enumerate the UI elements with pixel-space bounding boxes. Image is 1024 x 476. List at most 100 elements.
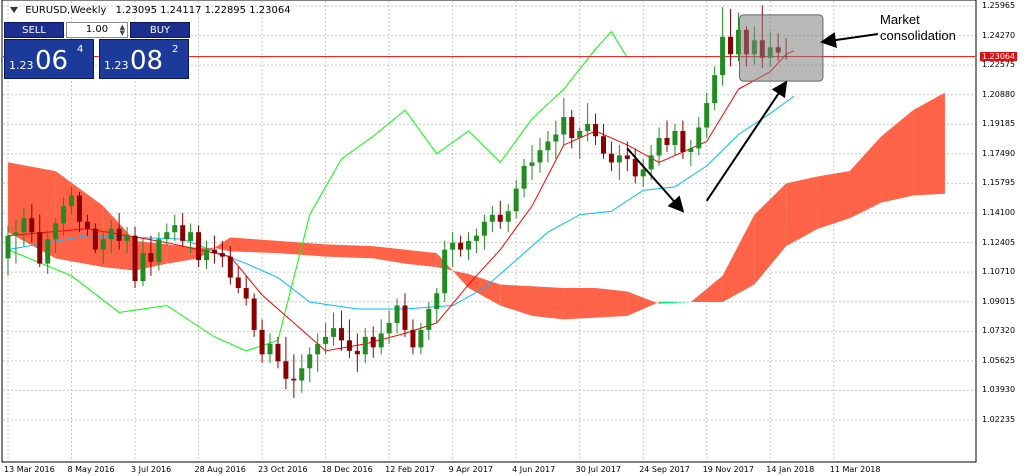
x-tick-label: 30 Jul 2017 xyxy=(575,465,621,474)
candle-body xyxy=(394,305,400,323)
ask-price-button[interactable]: 1.23 08 2 xyxy=(99,39,189,79)
candle-body xyxy=(275,343,281,362)
bid-price-button[interactable]: 1.23 06 4 xyxy=(4,39,94,79)
y-tick-label: 1.17490 xyxy=(982,148,1016,158)
candle-body xyxy=(283,361,289,379)
candle-body xyxy=(140,253,146,282)
trend-arrow xyxy=(705,80,788,202)
candle-body xyxy=(529,162,535,166)
x-tick-label: 11 Mar 2018 xyxy=(829,465,881,474)
candle-body xyxy=(29,218,35,233)
y-tick-label: 1.15795 xyxy=(982,178,1016,188)
chevron-down-icon[interactable] xyxy=(10,7,18,13)
lot-spinner-icon[interactable]: ▲ ▼ xyxy=(119,23,125,37)
candle-body xyxy=(402,305,408,330)
candle-body xyxy=(593,124,599,137)
candle-body xyxy=(307,354,313,369)
candle-body xyxy=(728,36,734,55)
candle-body xyxy=(577,131,583,138)
x-tick-label: 24 Sep 2017 xyxy=(639,465,690,474)
kijun-sen-line xyxy=(7,95,795,310)
cloud-segment xyxy=(849,136,882,219)
candle-body xyxy=(616,155,622,163)
current-price-label: 1.23064 xyxy=(980,51,1018,61)
candle-body xyxy=(84,221,90,229)
candle-body xyxy=(553,134,559,142)
y-tick-label: 1.12405 xyxy=(982,237,1016,247)
candle-body xyxy=(61,206,67,224)
candle-body xyxy=(53,223,59,240)
lot-size-input[interactable]: 1.00 ▲ ▼ xyxy=(66,22,128,38)
candle-body xyxy=(45,239,51,264)
cloud-segment xyxy=(166,244,199,264)
y-tick-label: 1.22575 xyxy=(982,60,1016,70)
chikou-span-line xyxy=(7,30,628,352)
candle-body xyxy=(664,137,670,145)
cloud-segment xyxy=(373,246,405,264)
sell-button[interactable]: SELL xyxy=(4,22,64,38)
cloud-segment xyxy=(817,171,850,229)
cloud-segment xyxy=(452,270,469,289)
cloud-segment xyxy=(690,275,723,302)
y-tick-label: 1.14100 xyxy=(982,208,1016,217)
candle-body xyxy=(132,235,138,282)
candle-body xyxy=(267,343,273,355)
candle-body xyxy=(656,137,662,156)
y-tick-label: 1.10710 xyxy=(982,267,1016,277)
y-tick-label: 1.03930 xyxy=(982,385,1016,395)
trend-arrow xyxy=(820,32,879,48)
cloud-segment xyxy=(881,110,914,203)
candle-body xyxy=(601,136,606,154)
candle-body xyxy=(434,293,440,309)
candle-body xyxy=(227,256,233,278)
plot-border xyxy=(1,0,977,463)
cloud-segment xyxy=(436,253,453,271)
candle-body xyxy=(466,240,472,250)
bid-prefix: 1.23 xyxy=(9,59,34,72)
candle-body xyxy=(315,343,321,355)
candle-body xyxy=(37,232,43,264)
candle-body xyxy=(13,232,19,236)
cloud-segment xyxy=(277,240,326,257)
candle-body xyxy=(291,378,297,381)
candle-body xyxy=(680,131,686,152)
annotation-overlay xyxy=(626,14,879,213)
candle-body xyxy=(211,249,217,254)
candle-body xyxy=(5,235,11,259)
candle-body xyxy=(442,249,448,294)
candle-body xyxy=(386,322,392,334)
cloud-segment xyxy=(532,286,564,320)
candle-body xyxy=(632,158,638,177)
candle-body xyxy=(545,141,551,151)
cloud-segment xyxy=(786,176,818,247)
candle-body xyxy=(521,165,527,189)
x-tick-label: 18 Dec 2016 xyxy=(321,465,373,474)
candle-body xyxy=(569,117,575,138)
candle-body xyxy=(696,127,702,149)
candle-body xyxy=(243,288,249,299)
cloud-segment xyxy=(500,284,533,316)
candle-body xyxy=(76,195,82,222)
candle-body xyxy=(204,249,209,261)
cloud-segment xyxy=(405,249,437,268)
tenkan-sen-line xyxy=(7,50,795,352)
cloud-segment xyxy=(659,301,691,304)
cloud-segment xyxy=(595,288,628,318)
candle-body xyxy=(100,239,106,250)
x-tick-label: 19 Nov 2017 xyxy=(702,465,754,474)
candle-body xyxy=(354,350,360,355)
cloud-segment xyxy=(722,214,755,302)
candle-body xyxy=(735,29,741,55)
y-tick-label: 1.07320 xyxy=(982,326,1016,336)
candle-body xyxy=(69,195,75,207)
candle-body xyxy=(561,117,567,135)
y-tick-label: 1.05625 xyxy=(982,355,1016,365)
candle-body xyxy=(156,239,162,262)
x-tick-label: 12 Feb 2017 xyxy=(385,465,435,474)
buy-button[interactable]: BUY xyxy=(130,22,190,38)
candle-body xyxy=(370,336,376,348)
lot-value: 1.00 xyxy=(85,24,109,35)
ask-prefix: 1.23 xyxy=(104,59,129,72)
candle-body xyxy=(473,235,479,241)
